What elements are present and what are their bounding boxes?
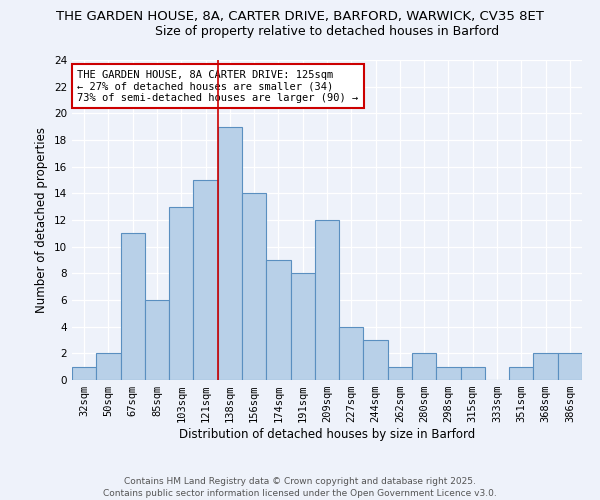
Bar bbox=[461, 366, 485, 380]
X-axis label: Distribution of detached houses by size in Barford: Distribution of detached houses by size … bbox=[179, 428, 475, 441]
Y-axis label: Number of detached properties: Number of detached properties bbox=[35, 127, 49, 313]
Bar bbox=[169, 206, 193, 380]
Bar bbox=[388, 366, 412, 380]
Bar bbox=[193, 180, 218, 380]
Bar bbox=[290, 274, 315, 380]
Bar bbox=[315, 220, 339, 380]
Bar bbox=[242, 194, 266, 380]
Title: Size of property relative to detached houses in Barford: Size of property relative to detached ho… bbox=[155, 25, 499, 38]
Text: THE GARDEN HOUSE, 8A CARTER DRIVE: 125sqm
← 27% of detached houses are smaller (: THE GARDEN HOUSE, 8A CARTER DRIVE: 125sq… bbox=[77, 70, 358, 103]
Text: Contains HM Land Registry data © Crown copyright and database right 2025.
Contai: Contains HM Land Registry data © Crown c… bbox=[103, 476, 497, 498]
Bar bbox=[412, 354, 436, 380]
Bar bbox=[266, 260, 290, 380]
Bar bbox=[509, 366, 533, 380]
Bar bbox=[145, 300, 169, 380]
Bar bbox=[558, 354, 582, 380]
Bar bbox=[364, 340, 388, 380]
Bar bbox=[436, 366, 461, 380]
Text: THE GARDEN HOUSE, 8A, CARTER DRIVE, BARFORD, WARWICK, CV35 8ET: THE GARDEN HOUSE, 8A, CARTER DRIVE, BARF… bbox=[56, 10, 544, 23]
Bar bbox=[533, 354, 558, 380]
Bar bbox=[96, 354, 121, 380]
Bar bbox=[72, 366, 96, 380]
Bar bbox=[121, 234, 145, 380]
Bar bbox=[218, 126, 242, 380]
Bar bbox=[339, 326, 364, 380]
